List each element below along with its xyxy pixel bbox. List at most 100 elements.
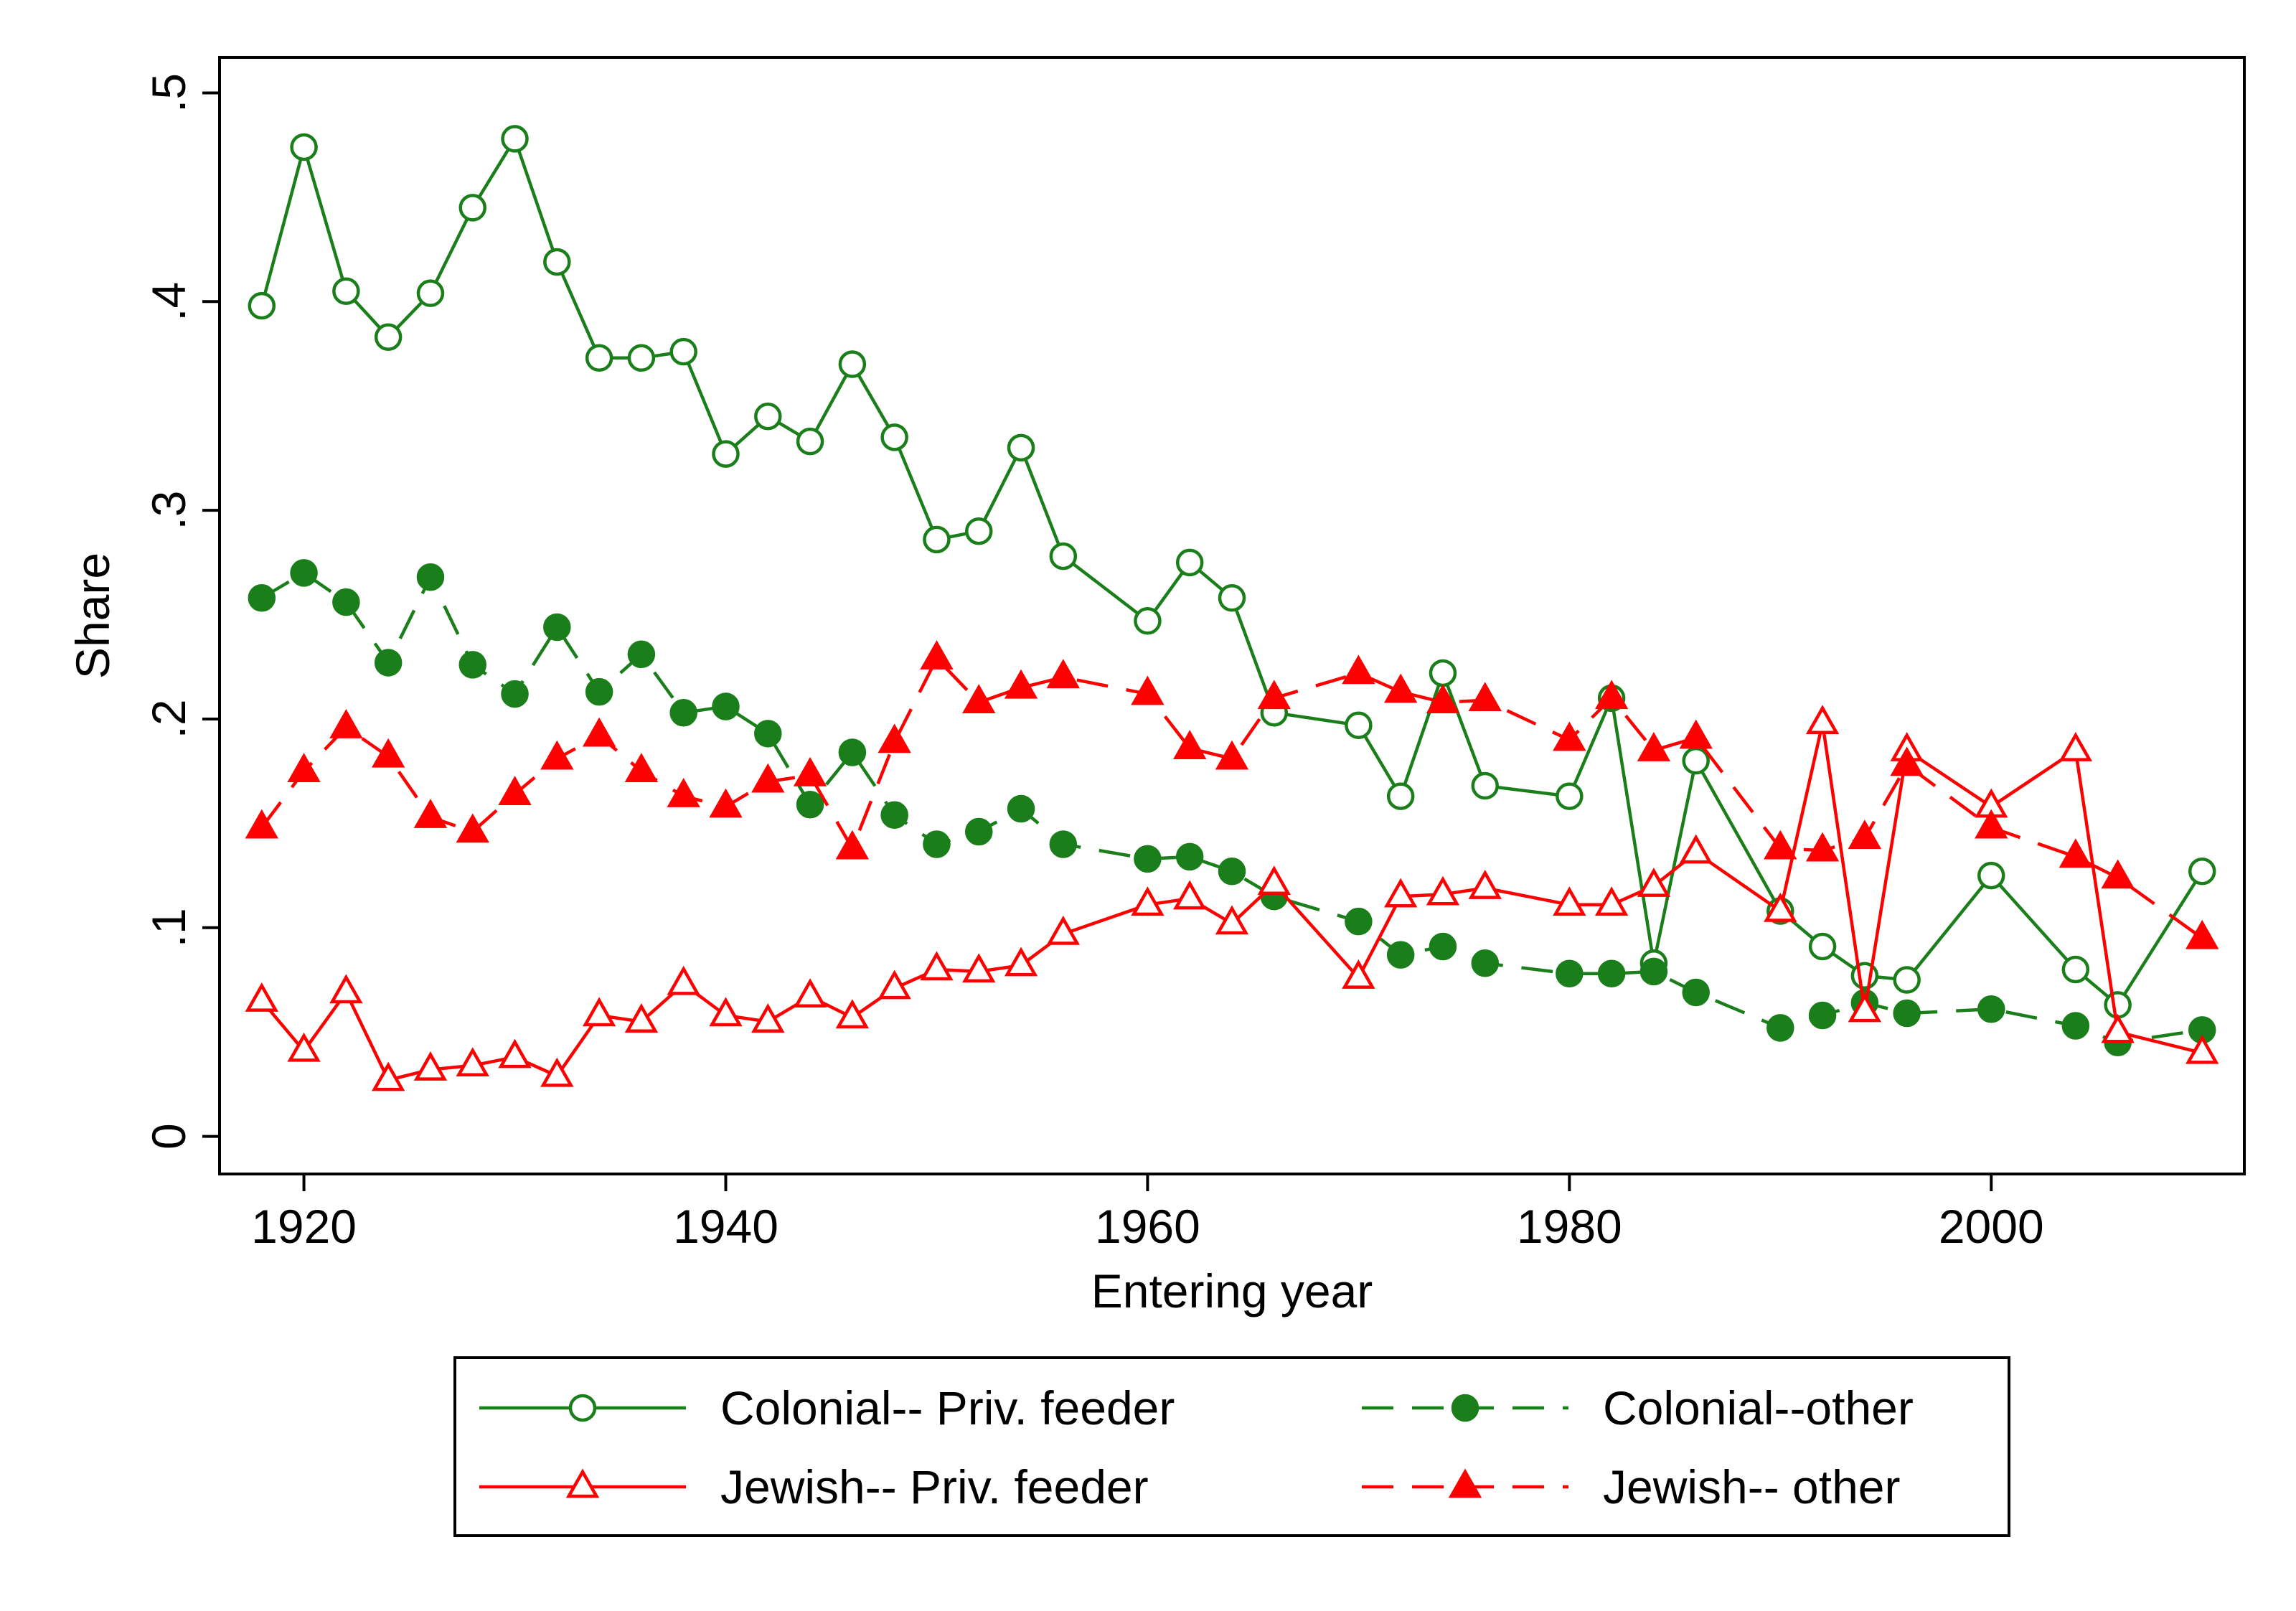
- data-point-jewish-other-1948: [878, 723, 911, 753]
- legend-label: Jewish-- Priv. feeder: [720, 1460, 1149, 1513]
- data-point-colonial-priv-feeder-1922: [332, 277, 360, 305]
- data-point-colonial-priv-feeder-1960: [1134, 607, 1162, 635]
- data-point-jewish-priv-feeder-1918: [245, 982, 278, 1012]
- data-point-colonial-other-1982: [1597, 959, 1626, 988]
- data-point-jewish-other-1946: [835, 830, 870, 860]
- data-point-colonial-other-1964: [1218, 858, 1246, 886]
- series-line-colonial-priv-feeder: [260, 137, 2204, 1007]
- legend-item-colonial-other: Colonial--other: [1362, 1381, 1914, 1434]
- data-point-jewish-priv-feeder-1972: [1383, 878, 1418, 908]
- data-point-jewish-other-1994: [1848, 819, 1882, 850]
- data-point-colonial-priv-feeder-1926: [416, 279, 445, 307]
- data-point-jewish-other-1990: [1764, 830, 1797, 860]
- legend-item-jewish-priv-feeder: Jewish-- Priv. feeder: [479, 1460, 1149, 1513]
- data-point-colonial-priv-feeder-1956: [1049, 542, 1078, 570]
- legend: Colonial-- Priv. feeder Colonial--other Je…: [453, 1356, 2010, 1537]
- data-point-colonial-other-1942: [754, 720, 782, 748]
- y-tick-label-0: 0: [142, 1123, 195, 1150]
- data-point-colonial-priv-feeder-1986: [1682, 746, 1710, 775]
- data-point-jewish-priv-feeder-1962: [1173, 880, 1207, 910]
- data-point-jewish-priv-feeder-1956: [1046, 915, 1081, 945]
- data-point-jewish-other-1930: [498, 776, 532, 805]
- plot-marks: [245, 125, 2219, 1091]
- legend-item-jewish-other: Jewish-- other: [1362, 1460, 1900, 1513]
- data-point-colonial-priv-feeder-1950: [923, 525, 951, 554]
- data-point-colonial-other-1950: [923, 830, 951, 858]
- data-point-jewish-other-1972: [1383, 673, 1418, 703]
- data-point-colonial-priv-feeder-1934: [585, 344, 613, 372]
- data-point-jewish-priv-feeder-2004: [2059, 732, 2093, 761]
- data-point-jewish-other-1942: [751, 763, 785, 793]
- data-point-jewish-priv-feeder-1942: [751, 1003, 785, 1033]
- data-point-jewish-priv-feeder-1966: [1257, 865, 1291, 896]
- data-point-jewish-priv-feeder-1982: [1594, 886, 1629, 916]
- series-colonial-other: [248, 559, 2216, 1057]
- y-tick-label-1: .1: [142, 908, 195, 947]
- data-point-colonial-other-1976: [1471, 949, 1499, 977]
- data-point-jewish-other-1938: [667, 778, 700, 807]
- data-point-colonial-priv-feeder-1948: [880, 423, 908, 451]
- data-point-colonial-other-1974: [1429, 932, 1457, 961]
- data-point-jewish-other-1960: [1131, 675, 1165, 705]
- legend-swatch-marker: [565, 1468, 600, 1498]
- data-point-colonial-other-1956: [1049, 830, 1078, 858]
- data-point-colonial-other-1952: [965, 817, 993, 846]
- data-point-colonial-other-1922: [332, 588, 360, 616]
- series-line-jewish-priv-feeder: [260, 721, 2203, 1082]
- data-point-jewish-priv-feeder-1980: [1553, 886, 1586, 916]
- data-point-jewish-other-1944: [793, 756, 827, 786]
- data-point-colonial-other-1960: [1134, 845, 1162, 873]
- data-point-colonial-priv-feeder-1938: [669, 337, 697, 366]
- data-point-colonial-priv-feeder-1962: [1175, 548, 1204, 577]
- data-point-jewish-priv-feeder-1936: [624, 1003, 659, 1033]
- data-point-jewish-priv-feeder-1938: [667, 965, 700, 995]
- x-tick-label-2000: 2000: [1939, 1200, 2044, 1253]
- data-point-jewish-other-1928: [456, 813, 489, 843]
- data-point-colonial-priv-feeder-1980: [1556, 782, 1584, 810]
- data-point-jewish-other-1982: [1594, 680, 1629, 710]
- data-point-colonial-priv-feeder-1920: [290, 133, 318, 161]
- legend-label: Jewish-- other: [1603, 1460, 1900, 1513]
- data-point-jewish-other-1954: [1004, 669, 1038, 699]
- data-point-colonial-other-1934: [585, 677, 613, 706]
- data-point-colonial-priv-feeder-1932: [543, 248, 571, 276]
- data-point-colonial-priv-feeder-1952: [965, 517, 993, 545]
- data-point-jewish-other-1918: [245, 809, 278, 839]
- data-point-jewish-other-1976: [1468, 682, 1502, 712]
- data-point-colonial-other-1970: [1345, 907, 1373, 936]
- data-point-colonial-other-1992: [1808, 1001, 1837, 1030]
- y-axis-label: Share: [66, 553, 119, 679]
- data-point-colonial-priv-feeder-2010: [2188, 858, 2216, 886]
- data-point-jewish-priv-feeder-1950: [920, 951, 954, 981]
- data-point-jewish-other-1986: [1679, 719, 1713, 749]
- data-point-jewish-priv-feeder-1940: [709, 997, 743, 1027]
- data-point-colonial-priv-feeder-1936: [627, 344, 656, 372]
- data-point-jewish-other-1992: [1805, 832, 1840, 862]
- data-point-jewish-other-1926: [413, 799, 448, 828]
- data-point-colonial-other-1946: [838, 738, 867, 766]
- data-point-jewish-other-1922: [329, 709, 363, 738]
- data-point-colonial-other-1984: [1639, 957, 1668, 986]
- data-point-colonial-other-1990: [1766, 1014, 1794, 1042]
- data-point-colonial-other-1932: [543, 613, 571, 642]
- data-point-colonial-other-1954: [1007, 794, 1035, 823]
- data-point-jewish-other-1966: [1257, 680, 1291, 710]
- data-point-colonial-other-1980: [1556, 959, 1584, 988]
- data-point-colonial-priv-feeder-1964: [1218, 584, 1246, 612]
- data-point-colonial-priv-feeder-1946: [838, 350, 867, 378]
- data-point-jewish-priv-feeder-1964: [1215, 905, 1249, 935]
- data-point-colonial-other-1926: [416, 563, 445, 591]
- data-point-jewish-priv-feeder-1922: [329, 974, 363, 1004]
- data-point-colonial-priv-feeder-1918: [248, 291, 276, 320]
- data-point-colonial-priv-feeder-1974: [1429, 659, 1457, 687]
- plot-frame: [218, 56, 2246, 1175]
- data-point-colonial-other-1936: [627, 640, 656, 669]
- legend-label: Colonial-- Priv. feeder: [720, 1381, 1175, 1434]
- axis-ticks: 1920 1940 1960 1980 2000 0 .1 .2 .3 .4 .5: [142, 73, 2044, 1253]
- data-point-jewish-other-1952: [962, 684, 996, 713]
- legend-swatch-marker: [1451, 1394, 1479, 1422]
- data-point-jewish-priv-feeder-1976: [1468, 869, 1502, 899]
- x-axis-label: Entering year: [1091, 1264, 1373, 1318]
